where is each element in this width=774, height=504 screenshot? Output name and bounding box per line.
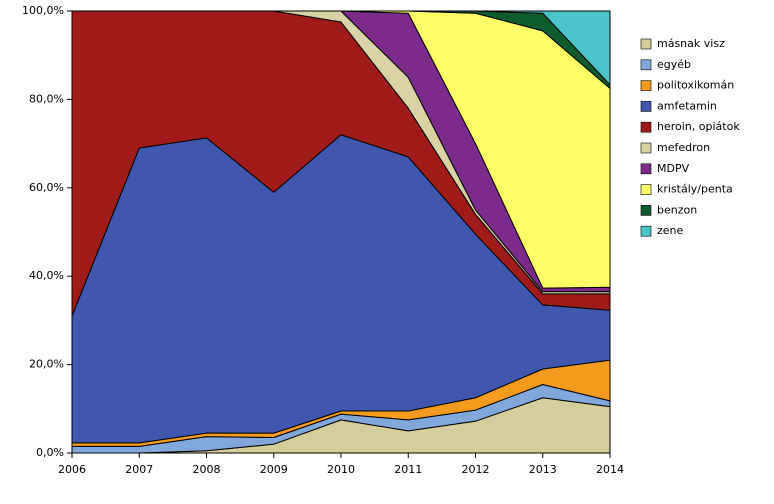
y-tick-label: 60,0%	[29, 181, 64, 194]
legend-label: benzon	[657, 203, 697, 216]
legend-label: kristály/penta	[657, 183, 733, 196]
legend-swatch	[640, 101, 652, 112]
legend-swatch	[640, 205, 652, 216]
x-tick-label: 2011	[394, 463, 422, 476]
y-tick-label: 0,0%	[36, 446, 64, 459]
x-tick-label: 2014	[596, 463, 624, 476]
x-tick-label: 2009	[260, 463, 288, 476]
legend-label: mefedron	[657, 141, 710, 154]
legend-label: heroin, opiátok	[657, 120, 740, 133]
legend-swatch	[640, 121, 652, 133]
y-tick-label: 40,0%	[29, 269, 64, 282]
x-tick-label: 2006	[58, 463, 86, 476]
legend-swatch	[640, 184, 652, 195]
legend-label: egyéb	[657, 58, 691, 71]
y-tick-label: 100,0%	[22, 4, 64, 17]
legend-swatch	[640, 59, 652, 71]
legend-label: zene	[657, 224, 684, 237]
legend-label: MDPV	[657, 162, 690, 175]
y-tick-label: 80,0%	[29, 92, 64, 105]
legend-swatch	[640, 225, 652, 237]
legend-label: politoxikomán	[657, 79, 734, 92]
legend-swatch	[640, 80, 652, 91]
legend-swatch	[640, 142, 652, 154]
x-tick-label: 2012	[462, 463, 490, 476]
x-tick-label: 2008	[193, 463, 221, 476]
legend-swatch	[640, 38, 652, 50]
x-tick-label: 2013	[529, 463, 557, 476]
legend-label: másnak visz	[657, 37, 725, 50]
legend-swatch	[640, 163, 652, 175]
x-tick-label: 2007	[125, 463, 153, 476]
legend-label: amfetamin	[657, 99, 717, 112]
x-tick-label: 2010	[327, 463, 355, 476]
y-tick-label: 20,0%	[29, 358, 64, 371]
